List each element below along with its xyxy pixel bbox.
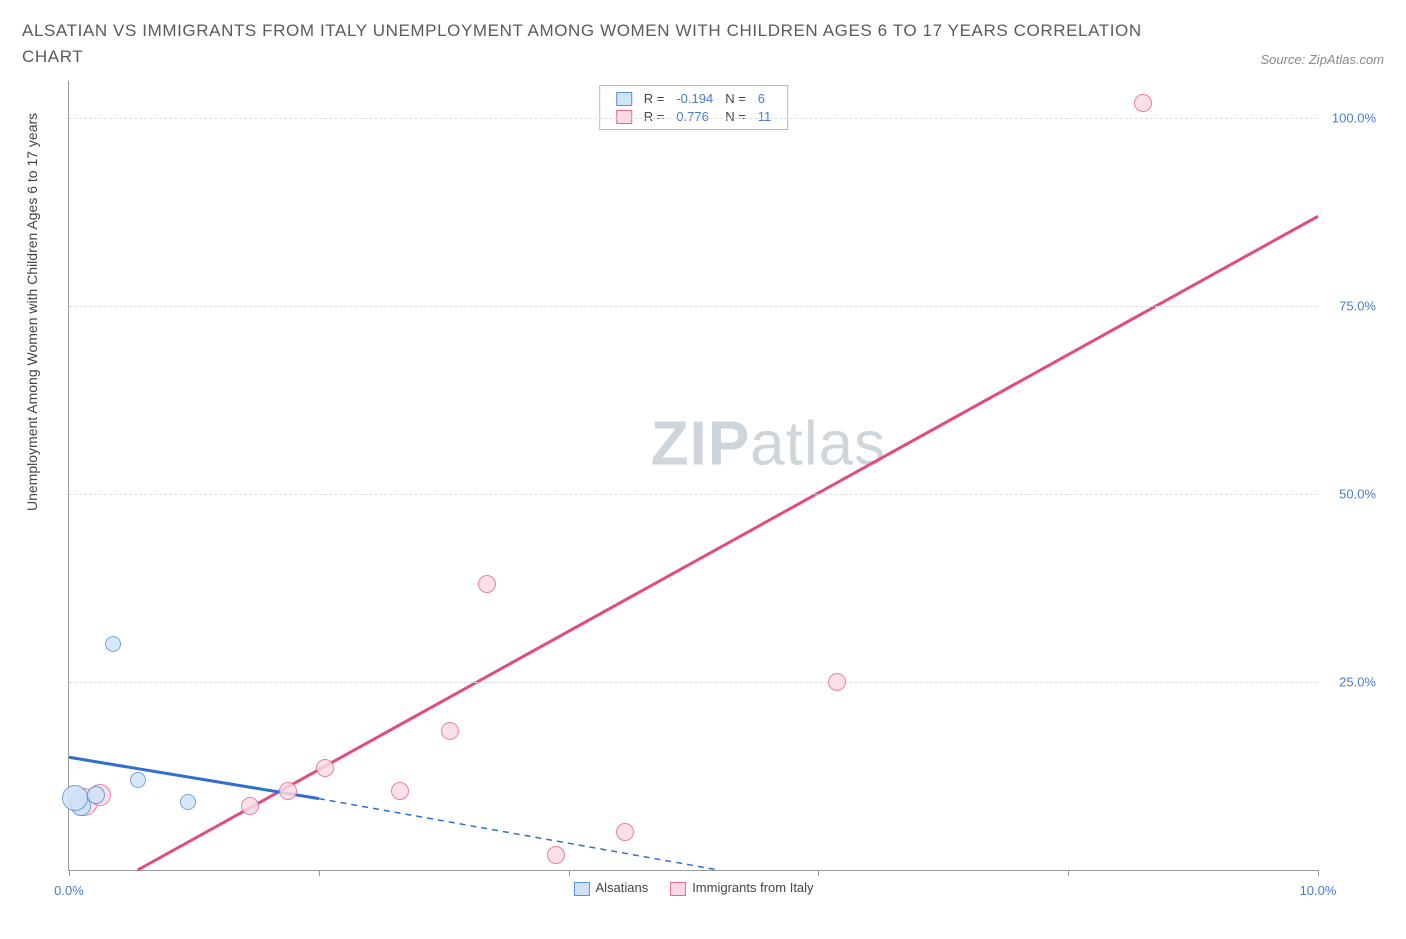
x-tick <box>1068 870 1069 876</box>
y-axis-label: Unemployment Among Women with Children A… <box>24 491 40 511</box>
gridline <box>69 118 1318 119</box>
data-point <box>391 782 409 800</box>
x-tick-label: 0.0% <box>54 883 84 898</box>
gridline <box>69 494 1318 495</box>
chart-title: ALSATIAN VS IMMIGRANTS FROM ITALY UNEMPL… <box>22 18 1142 71</box>
y-tick-label: 100.0% <box>1332 111 1376 126</box>
chart-container: Unemployment Among Women with Children A… <box>22 81 1384 921</box>
data-point <box>62 785 88 811</box>
data-point <box>180 794 196 810</box>
data-point <box>478 575 496 593</box>
series-legend: Alsatians Immigrants from Italy <box>573 880 813 896</box>
legend-row: R =0.776N =11 <box>610 107 778 125</box>
data-point <box>241 797 259 815</box>
x-tick <box>319 870 320 876</box>
y-tick-label: 50.0% <box>1339 486 1376 501</box>
data-point <box>130 772 146 788</box>
correlation-legend: R =-0.194N =6R =0.776N =11 <box>599 85 789 130</box>
gridline <box>69 306 1318 307</box>
data-point <box>441 722 459 740</box>
data-point <box>616 823 634 841</box>
plot-area: ZIPatlas R =-0.194N =6R =0.776N =11 Alsa… <box>68 81 1318 871</box>
x-tick <box>818 870 819 876</box>
legend-row: R =-0.194N =6 <box>610 90 778 108</box>
data-point <box>87 786 105 804</box>
gridline <box>69 682 1318 683</box>
regression-line <box>319 798 719 869</box>
data-point <box>547 846 565 864</box>
legend-item: Immigrants from Italy <box>670 880 813 896</box>
data-point <box>316 759 334 777</box>
regression-line <box>138 216 1318 870</box>
source-credit: Source: ZipAtlas.com <box>1260 52 1384 71</box>
data-point <box>105 636 121 652</box>
x-tick <box>1318 870 1319 876</box>
data-point <box>1134 94 1152 112</box>
regression-lines <box>69 81 1318 870</box>
data-point <box>279 782 297 800</box>
x-tick <box>69 870 70 876</box>
y-tick-label: 25.0% <box>1339 674 1376 689</box>
legend-item: Alsatians <box>573 880 648 896</box>
data-point <box>828 673 846 691</box>
x-tick <box>569 870 570 876</box>
y-tick-label: 75.0% <box>1339 299 1376 314</box>
x-tick-label: 10.0% <box>1300 883 1337 898</box>
